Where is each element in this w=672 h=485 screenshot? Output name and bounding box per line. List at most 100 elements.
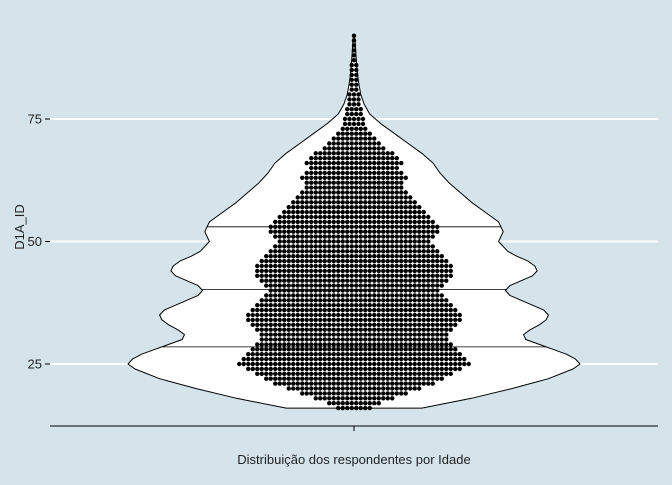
- data-point: [363, 356, 368, 362]
- data-point: [367, 229, 372, 234]
- data-point: [345, 195, 350, 200]
- data-point: [354, 396, 359, 401]
- data-point: [318, 288, 323, 293]
- data-point: [300, 327, 305, 332]
- data-point: [381, 278, 386, 283]
- data-point: [381, 209, 386, 215]
- data-point: [250, 361, 255, 367]
- data-point: [327, 307, 332, 313]
- data-point: [340, 366, 345, 372]
- data-point: [412, 244, 417, 249]
- data-point: [390, 391, 395, 396]
- data-point: [273, 356, 278, 362]
- data-point: [313, 381, 318, 386]
- data-point: [358, 249, 363, 254]
- data-point: [426, 298, 431, 303]
- data-point: [360, 116, 366, 122]
- data-point: [327, 293, 332, 298]
- data-point: [376, 263, 381, 269]
- data-point: [309, 239, 314, 244]
- data-point: [372, 180, 377, 185]
- data-point: [367, 366, 372, 372]
- data-point: [444, 322, 449, 327]
- data-point: [336, 160, 341, 166]
- data-point: [354, 371, 359, 376]
- data-point: [322, 219, 327, 225]
- data-point: [354, 298, 359, 303]
- data-point: [372, 366, 377, 372]
- data-point: [444, 347, 449, 352]
- data-point: [417, 307, 422, 313]
- data-point: [372, 371, 377, 376]
- data-point: [376, 190, 381, 195]
- data-point: [381, 322, 386, 327]
- data-point: [309, 234, 314, 239]
- data-point: [336, 371, 341, 376]
- data-point: [345, 244, 350, 249]
- data-point: [309, 361, 314, 367]
- data-point: [295, 263, 300, 269]
- data-point: [336, 273, 341, 278]
- data-point: [453, 307, 458, 313]
- data-point: [358, 156, 363, 161]
- data-point: [426, 234, 431, 239]
- data-point: [372, 268, 377, 274]
- data-point: [408, 337, 413, 342]
- data-point: [430, 219, 435, 225]
- data-point: [277, 347, 282, 352]
- data-point: [435, 322, 440, 327]
- quartile-lines: [161, 226, 547, 348]
- data-point: [282, 322, 287, 327]
- data-point: [313, 283, 318, 288]
- data-point: [313, 312, 318, 318]
- data-point: [345, 327, 350, 332]
- data-point: [309, 293, 314, 298]
- data-point: [403, 303, 408, 308]
- data-point: [376, 283, 381, 288]
- data-point: [282, 356, 287, 362]
- data-point: [354, 180, 359, 185]
- data-point: [282, 268, 287, 274]
- data-point: [291, 234, 296, 239]
- data-point: [282, 254, 287, 259]
- data-point: [340, 151, 345, 156]
- data-point: [331, 283, 336, 288]
- data-point: [358, 170, 363, 176]
- data-point: [363, 322, 368, 327]
- data-point: [381, 244, 386, 249]
- data-point: [259, 312, 264, 318]
- data-point: [345, 303, 350, 308]
- data-point: [304, 205, 309, 210]
- data-point: [250, 312, 255, 318]
- data-point: [426, 263, 431, 269]
- data-point: [340, 126, 345, 131]
- data-point: [345, 298, 350, 303]
- data-point: [300, 322, 305, 327]
- data-point: [408, 356, 413, 362]
- data-point: [390, 190, 395, 195]
- data-point: [331, 170, 336, 176]
- data-point: [349, 244, 354, 249]
- data-point: [304, 312, 309, 318]
- data-point: [336, 156, 341, 161]
- data-point: [313, 361, 318, 367]
- data-point: [309, 278, 314, 283]
- data-point: [309, 249, 314, 254]
- data-point: [417, 303, 422, 308]
- data-point: [313, 396, 318, 401]
- data-point: [345, 258, 350, 264]
- data-point: [349, 376, 354, 381]
- data-point: [408, 366, 413, 372]
- data-point: [345, 391, 350, 396]
- data-point: [291, 288, 296, 293]
- data-point: [349, 312, 354, 318]
- data-point: [430, 356, 435, 362]
- data-point: [360, 121, 366, 127]
- data-point: [394, 386, 399, 391]
- data-point: [417, 244, 422, 249]
- data-point: [327, 366, 332, 372]
- data-point: [417, 317, 422, 323]
- data-point: [417, 327, 422, 332]
- data-point: [250, 356, 255, 362]
- data-point: [399, 391, 404, 396]
